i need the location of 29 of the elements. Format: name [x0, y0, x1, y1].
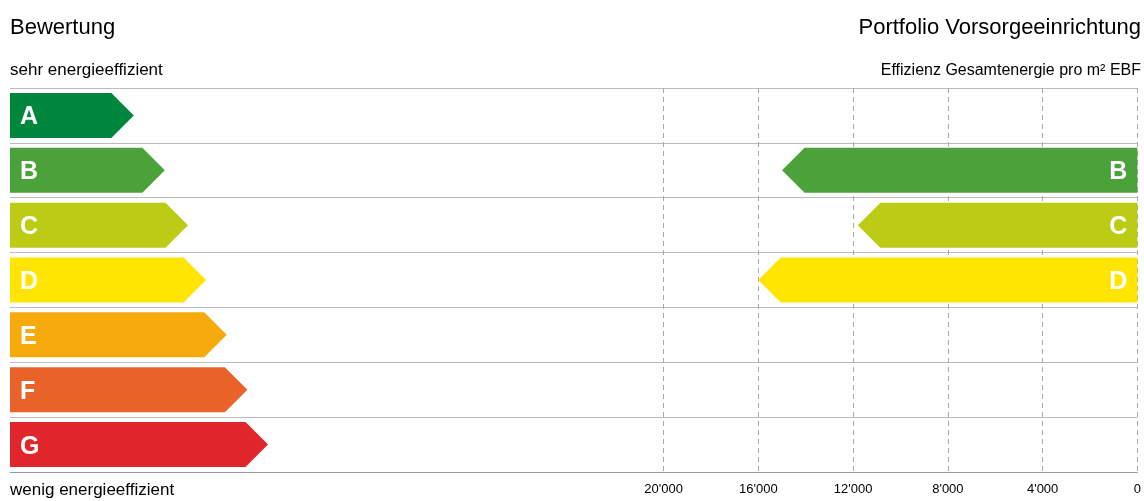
y-tick-label: A	[20, 101, 39, 130]
x-axis-title: Effizienz Gesamtenergie pro m² EBF	[880, 60, 1142, 78]
y-tick-label: G	[20, 430, 40, 459]
x-tick-label: 8'000	[932, 481, 964, 496]
text: wenig energieeffizient	[9, 480, 175, 499]
chart-title: Bewertung	[10, 13, 116, 39]
text: sehr energieeffizient	[10, 60, 164, 79]
bar	[10, 312, 227, 358]
y-tick-label: B	[20, 156, 39, 185]
x-tick-label: 20'000	[644, 481, 683, 496]
x-tick-label: 12'000	[833, 481, 873, 496]
x-tick-label: 4'000	[1026, 481, 1059, 496]
bar	[758, 257, 1138, 303]
x-tick-label: 0	[1133, 481, 1141, 496]
data-label: B	[1109, 156, 1128, 185]
y-tick-label: C	[20, 211, 39, 240]
bar	[782, 147, 1138, 193]
bar	[10, 202, 189, 248]
y-tick-label: E	[20, 320, 37, 349]
data-label: D	[1109, 266, 1128, 294]
bar	[857, 202, 1138, 248]
x-tick-label: 16'000	[739, 481, 778, 496]
chart-title: Portfolio Vorsorgeeinrichtung	[858, 13, 1141, 39]
bar	[10, 257, 207, 303]
bar	[10, 367, 248, 413]
data-label: C	[1109, 211, 1128, 240]
y-tick-label: D	[20, 266, 39, 294]
bar	[10, 422, 268, 468]
y-tick-label: F	[20, 375, 36, 404]
